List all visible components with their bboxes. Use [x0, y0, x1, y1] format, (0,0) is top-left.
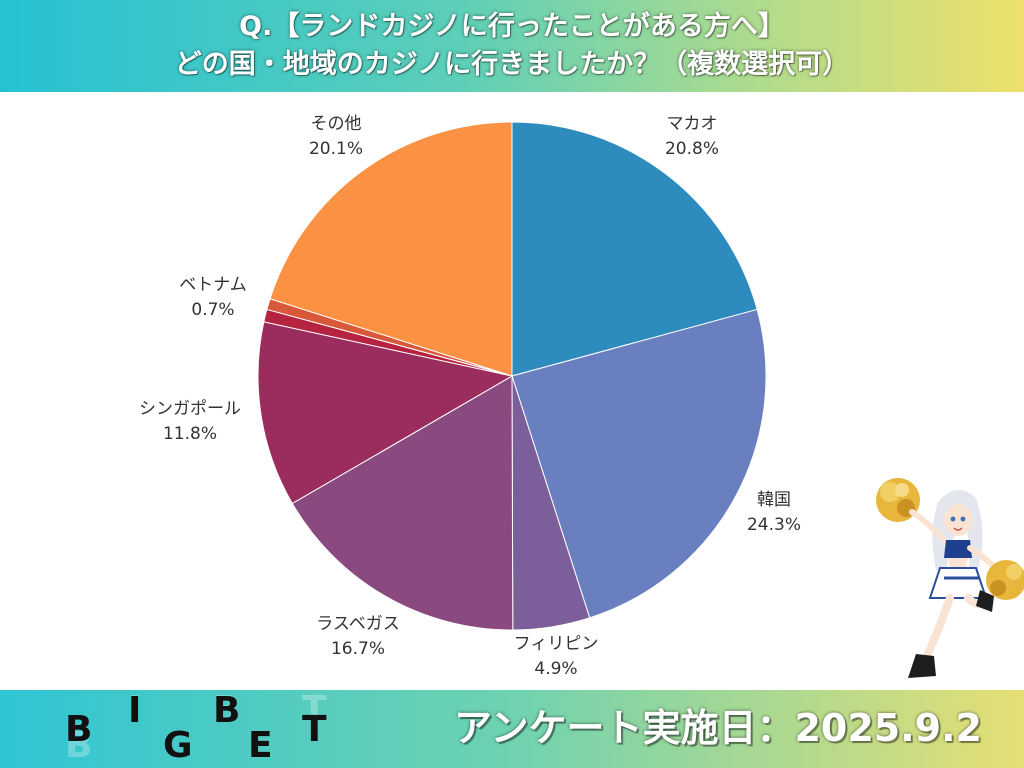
logo-letter: B: [213, 690, 241, 731]
pie-chart-area: マカオ 20.8% 韓国 24.3% フィリピン 4.9% ラスベガス 16.7% シンガポール…: [0, 92, 1024, 690]
pie-slice-4: [291, 375, 514, 631]
logo-ghost-letter: E: [248, 725, 273, 766]
chart-title-line-2: どの国・地域のカジノに行きましたか？（複数選択可）: [174, 49, 850, 80]
slice-label: シンガポール: [139, 399, 241, 419]
slice-label: 韓国: [757, 490, 791, 510]
logo-ghost-letter: I: [128, 689, 142, 730]
slice-value-label: 4.9%: [534, 659, 577, 679]
slice-value-label: 20.1%: [309, 139, 363, 159]
slice-label: マカオ: [667, 114, 718, 134]
logo-ghost-letter: B: [65, 725, 93, 766]
slice-label: ベトナム: [179, 275, 247, 295]
cheerleader-mascot-illustration: [868, 462, 1024, 692]
slice-label: その他: [311, 114, 362, 134]
slice-value-label: 20.8%: [665, 139, 719, 159]
pom-pom-right-icon: [986, 560, 1024, 600]
logo-letter: B: [65, 709, 93, 750]
logo-ghost-letter: T: [302, 689, 327, 730]
logo-letter: I: [128, 690, 142, 731]
slice-label: ラスベガス: [316, 614, 399, 634]
logo-ghost-letter: G: [163, 725, 193, 766]
slice-value-label: 16.7%: [331, 639, 385, 659]
logo-letter: T: [302, 709, 327, 750]
survey-date: アンケート実施日：2025.9.2: [454, 706, 982, 750]
chart-header: Q.【ランドカジノに行ったことがある方へ】 どの国・地域のカジノに行きましたか？…: [0, 0, 1024, 92]
pie-slice-5: [257, 321, 514, 505]
logo-letter: G: [163, 725, 193, 766]
slice-value-label: 11.8%: [163, 424, 217, 444]
pom-pom-left-icon: [876, 478, 920, 522]
pie-slice-1: [511, 121, 758, 377]
chart-title-line-1: Q.【ランドカジノに行ったことがある方へ】: [239, 11, 785, 42]
slice-value-label: 0.7%: [191, 300, 234, 320]
bigbet-logo: B I G B E T B I G B E T: [60, 690, 360, 768]
pie-slice-2: [511, 308, 767, 619]
pie-chart: マカオ 20.8% 韓国 24.3% フィリピン 4.9% ラスベガス 16.7% シンガポール…: [139, 114, 801, 679]
slice-value-label: 24.3%: [747, 515, 801, 535]
logo-letter: E: [248, 725, 273, 766]
logo-ghost-letter: B: [213, 689, 241, 730]
footer-bar: B I G B E T B I G B E T アンケート実施日：2025.9.…: [0, 690, 1024, 768]
slice-label: フィリピン: [514, 634, 599, 654]
pie-slice-8: [269, 121, 513, 377]
